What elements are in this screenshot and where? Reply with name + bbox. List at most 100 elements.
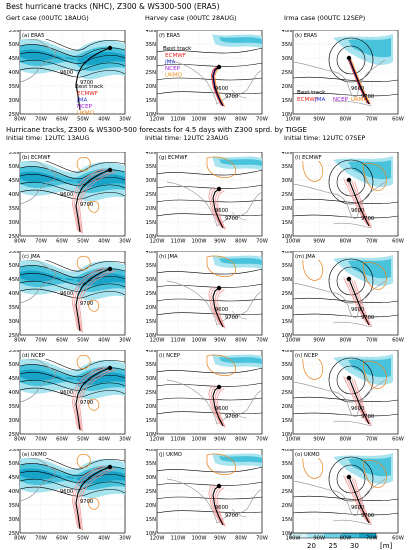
spread-contour [206, 156, 236, 178]
lat-tick-label: 30N [146, 376, 157, 382]
lon-tick-label: 110W [170, 437, 185, 443]
lat-tick-label: 40N [282, 350, 293, 354]
lat-tick-label: 10N [282, 531, 293, 537]
panel-title: (g) ECMWF [159, 155, 187, 161]
panel-title: (j) UKMO [159, 452, 182, 458]
lat-tick-label: 30N [146, 475, 157, 481]
lon-tick-label: 110W [170, 239, 185, 245]
lon-tick-label: 50W [77, 437, 89, 443]
lat-tick-label: 45N [9, 475, 20, 481]
lon-tick-label: 60W [56, 536, 68, 542]
lon-tick-label: 80W [340, 239, 352, 245]
lon-tick-label: 80W [235, 239, 247, 245]
colorbar-swatch [290, 533, 308, 538]
colorbar-swatch [307, 533, 325, 538]
lon-tick-label: 100W [191, 338, 206, 344]
lat-tick-label: 40N [282, 30, 293, 34]
lat-tick-label: 40N [146, 350, 157, 354]
contour-label: 9700 [361, 216, 374, 222]
lat-tick-label: 15N [282, 517, 293, 523]
lon-tick-label: 40W [98, 437, 110, 443]
lat-tick-label: 25N [282, 192, 293, 198]
best-track [212, 386, 224, 427]
lat-tick-label: 25N [146, 390, 157, 396]
legend-item: NCEP [333, 97, 349, 103]
best-track [75, 268, 111, 332]
lat-tick-label: 30N [282, 376, 293, 382]
lon-tick-label: 80W [340, 338, 352, 344]
lat-tick-label: 15N [146, 319, 157, 325]
lat-tick-label: 10N [282, 333, 293, 339]
lat-tick-label: 25N [9, 432, 20, 438]
contour-label: 9700 [80, 499, 93, 505]
spread-contour [206, 354, 236, 376]
lon-tick-label: 120W [149, 437, 164, 443]
lon-tick-label: 90W [214, 239, 226, 245]
lat-tick-label: 15N [146, 517, 157, 523]
colorbar-tick: 20 [307, 542, 316, 550]
lat-tick-label: 35N [282, 164, 293, 170]
lon-tick-label: 60W [56, 239, 68, 245]
lat-tick-label: 20N [282, 206, 293, 212]
lat-tick-label: 20N [282, 503, 293, 509]
lon-tick-label: 30W [119, 117, 131, 123]
lon-tick-label: 100W [191, 536, 206, 542]
lat-tick-label: 20N [282, 84, 293, 90]
lat-tick-label: 30N [9, 418, 20, 424]
lon-tick-label: 100W [191, 117, 206, 123]
lat-tick-label: 35N [282, 263, 293, 269]
legend-item: JMA [76, 98, 87, 104]
map-panel-m: 9600 9700 (m) JMA 10N 15N 20N 25N 30N 35N 40N 100W… [282, 251, 404, 344]
lat-tick-label: 30N [282, 475, 293, 481]
lat-tick-label: 45N [9, 277, 20, 283]
colorbar-swatch [358, 533, 376, 538]
contour-label: 9700 [361, 414, 374, 420]
lat-tick-label: 30N [146, 56, 157, 62]
lon-tick-label: 80W [14, 437, 26, 443]
colorbar-tick: 30 [350, 542, 359, 550]
lat-tick-label: 35N [9, 404, 20, 410]
lon-tick-label: 70W [35, 117, 47, 123]
lon-tick-label: 60W [392, 536, 404, 542]
lat-tick-label: 15N [146, 418, 157, 424]
lon-tick-label: 80W [340, 117, 352, 123]
contour-label: 9600 [60, 489, 73, 495]
panel-title: (f) ERA5 [159, 33, 180, 39]
lon-tick-label: 70W [35, 536, 47, 542]
lat-tick-label: 15N [282, 220, 293, 226]
lon-tick-label: 60W [392, 239, 404, 245]
lat-tick-label: 40N [9, 291, 20, 297]
lat-tick-label: 20N [146, 84, 157, 90]
lon-tick-label: 120W [149, 239, 164, 245]
lat-tick-label: 30N [146, 178, 157, 184]
figure-subtitle: Hurricane tracks, Z300 & WS300-500 forec… [6, 126, 307, 134]
lon-tick-label: 80W [14, 338, 26, 344]
lat-tick-label: 50N [9, 42, 20, 48]
lon-tick-label: 100W [285, 117, 300, 123]
map-panel-k: 9600 9700 (k) ERA5 10N 15N 20N 25N 30N 35N 40N 100… [282, 30, 404, 123]
lon-tick-label: 30W [119, 338, 131, 344]
lon-tick-label: 110W [170, 117, 185, 123]
lon-tick-label: 100W [191, 239, 206, 245]
lat-tick-label: 10N [282, 432, 293, 438]
storm-position-marker [216, 64, 222, 70]
lon-tick-label: 30W [119, 536, 131, 542]
lon-tick-label: 70W [256, 437, 268, 443]
lon-tick-label: 70W [366, 338, 378, 344]
lat-tick-label: 20N [146, 503, 157, 509]
map-panel-c: 9600 9700 (c) JMA 25N 30N 35N 40N 45N 50N 55N 80W 7… [9, 251, 131, 344]
lon-tick-label: 70W [366, 239, 378, 245]
contour-label: 9700 [80, 400, 93, 406]
map-panel-f: 9600 9700 (f) ERA5 10N 15N 20N 25N 30N 35N 40N 120… [146, 30, 268, 123]
lon-tick-label: 70W [35, 239, 47, 245]
best-track [212, 66, 224, 107]
lon-tick-label: 90W [313, 536, 325, 542]
lon-tick-label: 100W [191, 437, 206, 443]
contour-label: 9600 [60, 192, 73, 198]
lat-tick-label: 20N [146, 206, 157, 212]
lon-tick-label: 90W [313, 338, 325, 344]
lat-tick-label: 40N [146, 152, 157, 156]
lon-tick-label: 60W [56, 437, 68, 443]
storm-position-marker [346, 375, 352, 381]
lat-tick-label: 30N [9, 220, 20, 226]
